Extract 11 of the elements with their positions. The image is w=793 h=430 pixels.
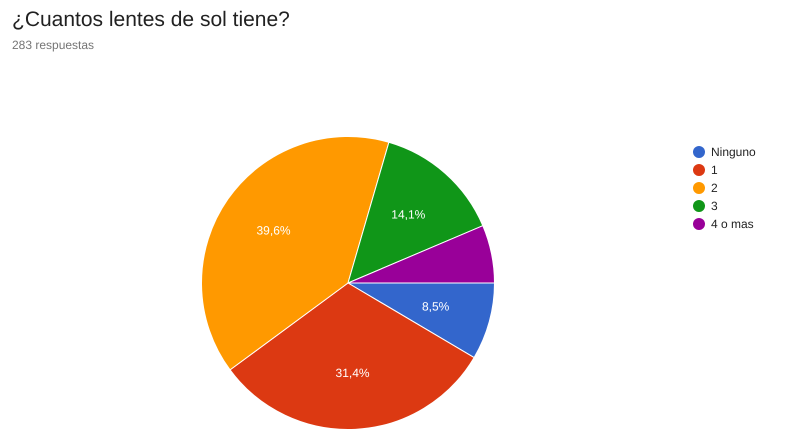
text: 283 respuestas: [12, 38, 94, 52]
data-label: 39,6%: [256, 223, 291, 238]
legend-label: Ninguno: [711, 145, 756, 159]
chart-title: ¿Cuantos lentes de sol tiene?: [12, 8, 290, 32]
legend-label: 3: [711, 199, 718, 213]
legend-label: 2: [711, 181, 718, 195]
legend-label: 1: [711, 163, 718, 177]
data-label: 31,4%: [336, 366, 370, 380]
data-label: 8,5%: [422, 299, 450, 314]
legend-label: 4 o mas: [711, 217, 754, 231]
data-label: 14,1%: [391, 207, 426, 222]
